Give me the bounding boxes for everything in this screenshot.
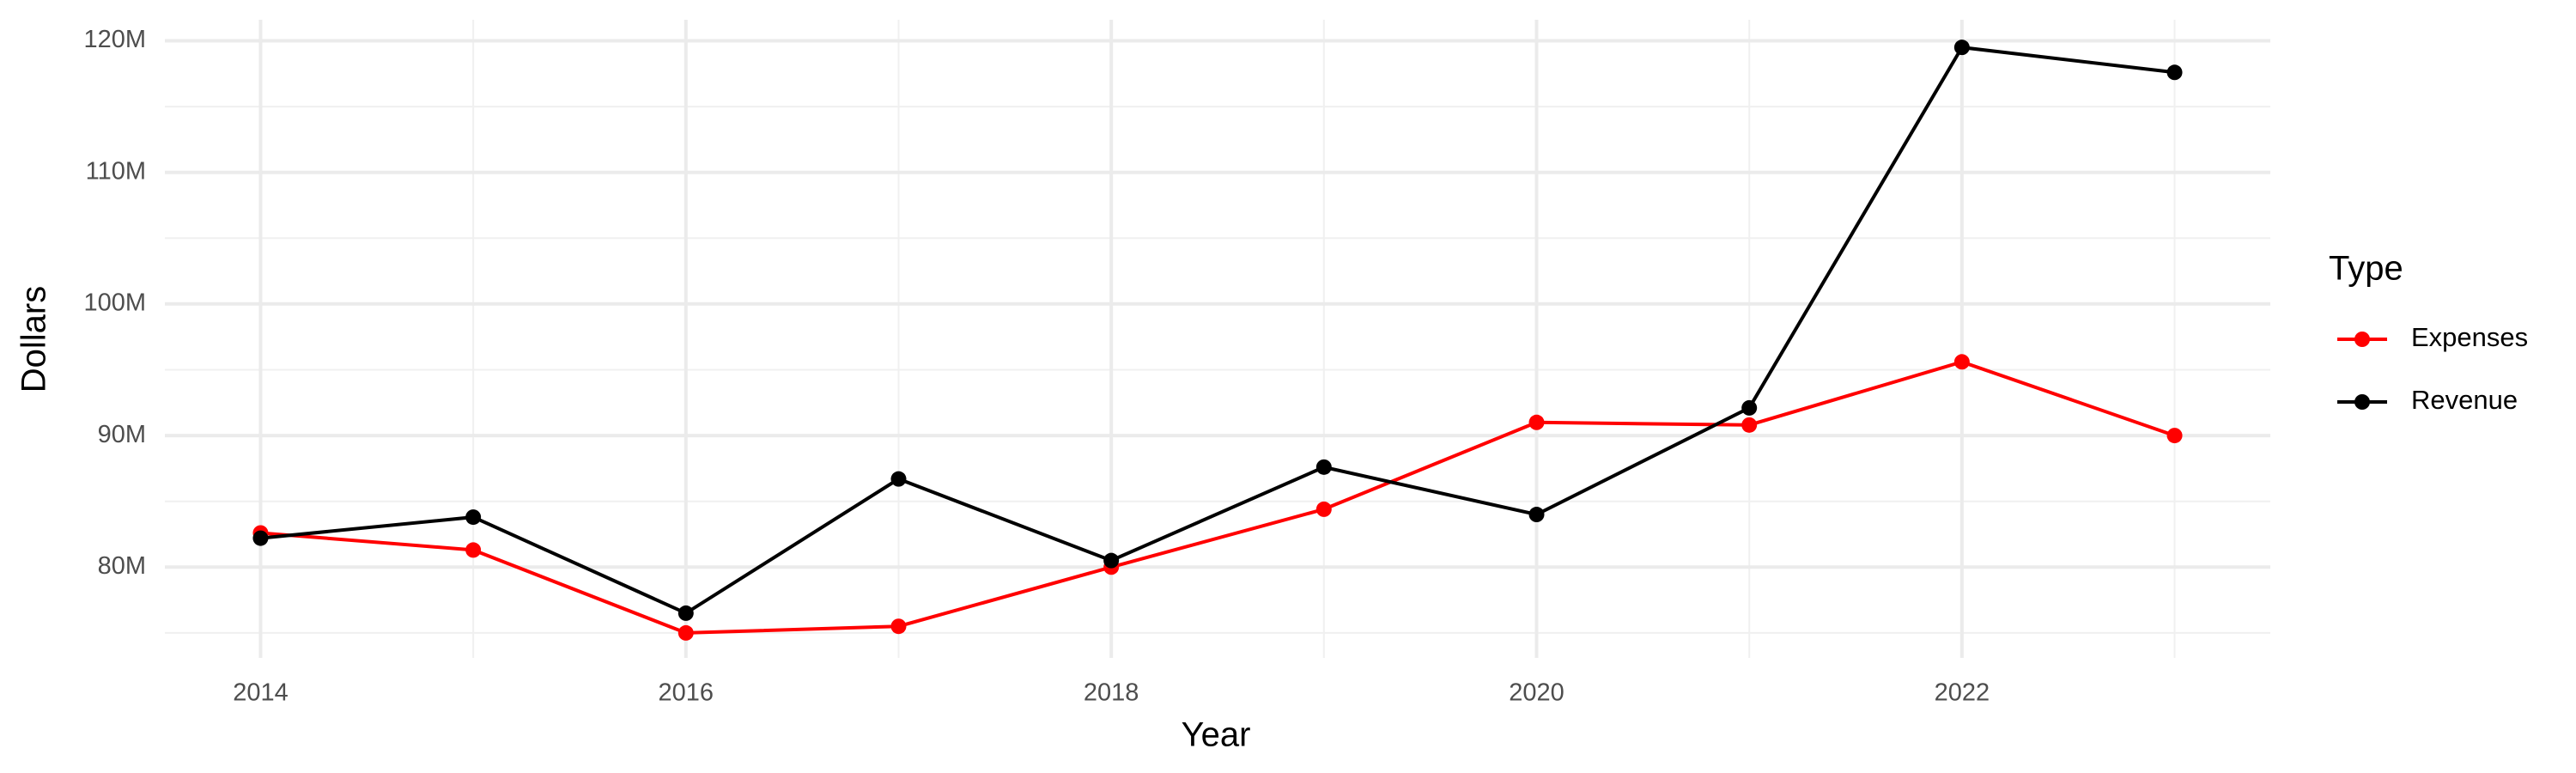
data-point <box>890 471 907 487</box>
data-point <box>1315 459 1332 475</box>
series-line <box>260 360 2176 635</box>
data-point <box>1953 40 1970 56</box>
data-point <box>890 618 907 635</box>
series-line <box>260 46 2175 616</box>
legend-point <box>2354 332 2370 347</box>
data-point <box>465 542 482 558</box>
y-tick-label: 90M <box>98 421 146 448</box>
x-tick-label: 2016 <box>659 679 714 707</box>
data-point <box>2166 64 2183 81</box>
legend-label: Expenses <box>2411 322 2528 352</box>
x-axis-title: Year <box>1182 716 1251 754</box>
data-point <box>1103 552 1120 569</box>
data-point <box>2166 428 2183 444</box>
data-point <box>1528 414 1545 430</box>
legend-point <box>2354 394 2370 410</box>
data-point <box>1528 507 1545 523</box>
x-tick-label: 2018 <box>1084 679 1139 707</box>
data-point <box>1741 417 1758 433</box>
y-tick-label: 80M <box>98 552 146 580</box>
x-tick-label: 2022 <box>1935 679 1990 707</box>
data-point <box>252 530 269 546</box>
y-tick-label: 110M <box>86 157 146 185</box>
data-point <box>1741 399 1758 416</box>
y-axis-title: Dollars <box>15 286 53 393</box>
data-point <box>677 605 694 621</box>
legend-label: Revenue <box>2411 385 2518 415</box>
legend-title: Type <box>2329 250 2403 288</box>
y-tick-label: 120M <box>83 26 146 53</box>
data-point <box>465 509 482 526</box>
x-tick-label: 2020 <box>1509 679 1564 707</box>
data-point <box>1315 501 1332 517</box>
y-tick-label: 100M <box>83 289 146 317</box>
data-point <box>677 624 694 641</box>
data-point <box>1953 354 1970 370</box>
x-tick-label: 2014 <box>233 679 289 707</box>
